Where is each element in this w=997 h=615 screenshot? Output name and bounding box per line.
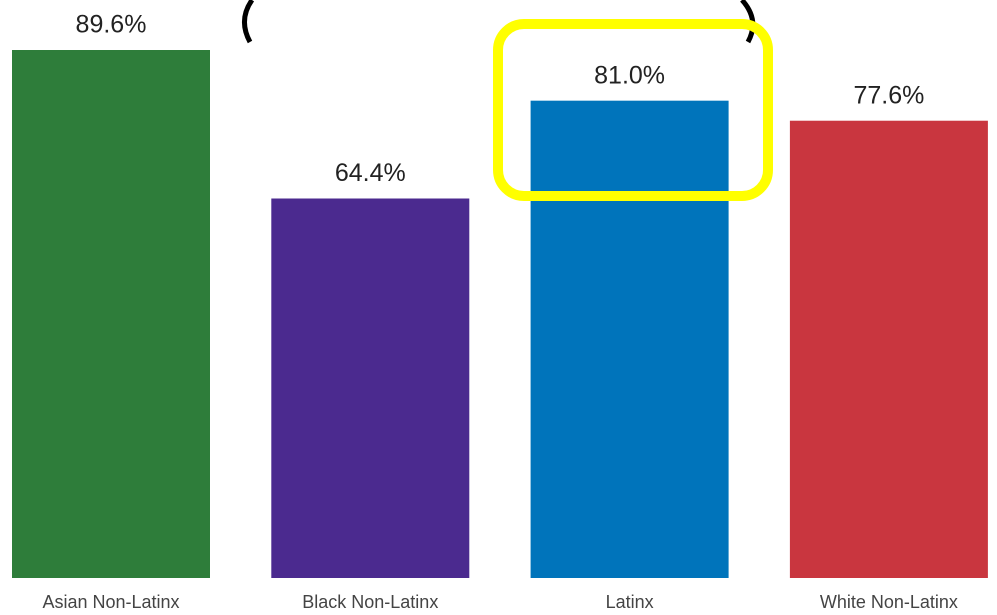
x-tick-label: Asian Non-Latinx xyxy=(42,592,179,612)
bar xyxy=(789,120,988,578)
value-label: 64.4% xyxy=(335,159,406,187)
bars: 89.6% Asian Non-Latinx 64.4% Black Non-Lati… xyxy=(12,11,988,612)
bar xyxy=(12,50,210,578)
highlight-box xyxy=(493,19,773,201)
x-tick-label: White Non-Latinx xyxy=(820,592,958,612)
annotation-arc-left xyxy=(242,0,255,44)
bar xyxy=(271,198,470,578)
value-label: 77.6% xyxy=(853,81,924,109)
x-tick-label: Black Non-Latinx xyxy=(302,592,438,612)
x-tick-label: Latinx xyxy=(606,592,654,612)
bar xyxy=(530,100,729,578)
value-label: 81.0% xyxy=(594,61,665,89)
value-label: 89.6% xyxy=(76,11,147,39)
annotation-arc-right xyxy=(740,0,756,44)
